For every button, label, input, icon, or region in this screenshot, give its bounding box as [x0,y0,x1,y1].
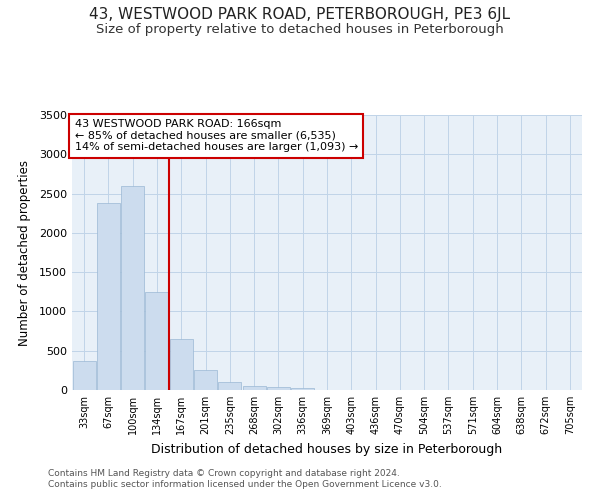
Bar [73,360,95,390]
Bar [145,292,169,390]
Bar [121,186,144,390]
Text: Contains public sector information licensed under the Open Government Licence v3: Contains public sector information licen… [48,480,442,489]
Text: 43, WESTWOOD PARK ROAD, PETERBOROUGH, PE3 6JL: 43, WESTWOOD PARK ROAD, PETERBOROUGH, PE… [89,8,511,22]
Y-axis label: Number of detached properties: Number of detached properties [17,160,31,346]
Bar [194,370,217,390]
Bar [218,382,241,390]
Bar [170,339,193,390]
Text: Contains HM Land Registry data © Crown copyright and database right 2024.: Contains HM Land Registry data © Crown c… [48,468,400,477]
Bar [97,203,120,390]
X-axis label: Distribution of detached houses by size in Peterborough: Distribution of detached houses by size … [151,442,503,456]
Text: 43 WESTWOOD PARK ROAD: 166sqm
← 85% of detached houses are smaller (6,535)
14% o: 43 WESTWOOD PARK ROAD: 166sqm ← 85% of d… [74,119,358,152]
Text: Size of property relative to detached houses in Peterborough: Size of property relative to detached ho… [96,22,504,36]
Bar [242,386,266,390]
Bar [267,387,290,390]
Bar [291,388,314,390]
